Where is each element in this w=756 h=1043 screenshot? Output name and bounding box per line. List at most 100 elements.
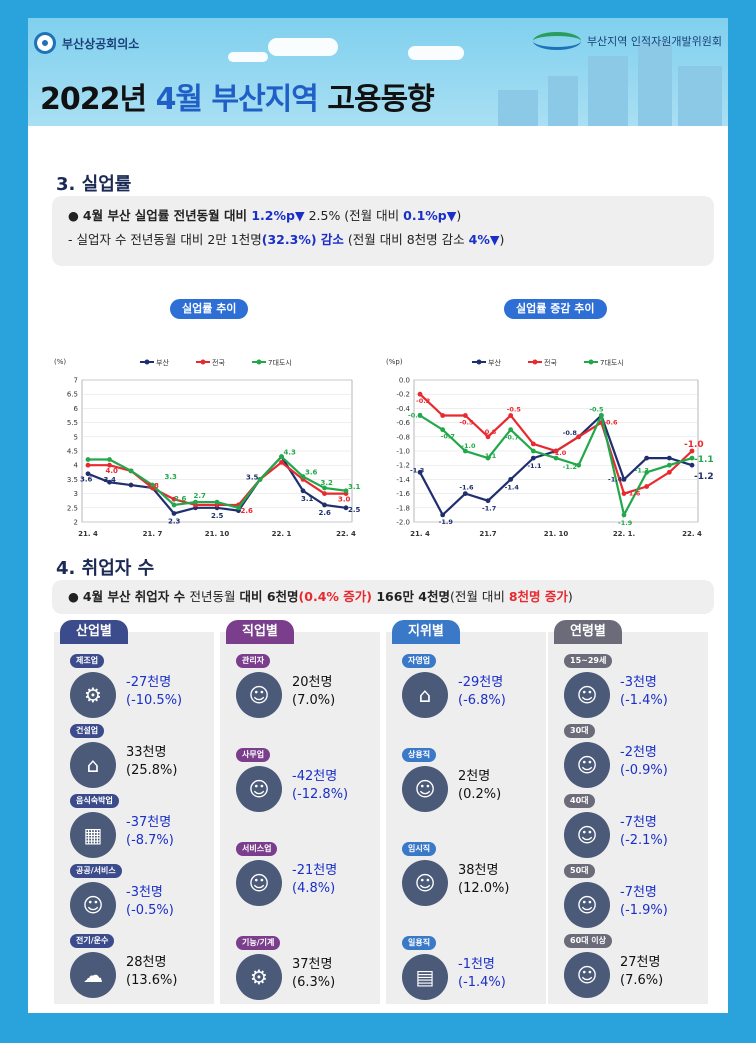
- data-label: 2.5: [348, 506, 361, 514]
- category-item: 15~29세 ☺ -3천명 (-1.4%): [548, 654, 708, 734]
- change-count: -7천명: [620, 815, 657, 830]
- category-illustration-icon: ▤: [402, 954, 448, 1000]
- category-item-tag: 공공/서비스: [70, 864, 122, 878]
- data-label: -1.9: [439, 518, 454, 526]
- data-point: [644, 455, 650, 461]
- y-tick-label: -1.6: [396, 490, 410, 498]
- data-label: -1.4: [608, 475, 623, 483]
- text: 166만 4천명: [372, 589, 450, 604]
- category-illustration-icon: ⌂: [402, 672, 448, 718]
- data-label: -1.4: [505, 483, 520, 491]
- text: 0.1%p▼: [403, 208, 457, 223]
- change-percent: (-8.7%): [126, 833, 174, 848]
- y-tick-label: -1.0: [396, 448, 410, 456]
- y-tick-label: 6.5: [67, 391, 78, 399]
- report-page: 부산상공회의소 부산지역 인적자원개발위원회 2022년 4월 부산지역 고용동…: [28, 18, 728, 1013]
- legend-marker: [200, 359, 206, 365]
- x-tick-label: 21. 4: [78, 530, 98, 538]
- category-item: 40대 ☺ -7천명 (-2.1%): [548, 794, 708, 874]
- data-point: [279, 459, 284, 465]
- y-tick-label: 4.5: [67, 448, 78, 456]
- x-tick-label: 22. 4: [682, 530, 702, 538]
- unemployment-summary: ● 4월 부산 실업률 전년동월 대비 1.2%p▼ 2.5% (전월 대비 0…: [52, 196, 714, 266]
- category-item-tag: 건설업: [70, 724, 105, 738]
- data-label: 2.7: [194, 492, 207, 500]
- x-tick-label: 22. 4: [336, 530, 356, 538]
- y-tick-label: -1.8: [396, 504, 410, 512]
- change-count: 38천명: [458, 863, 499, 878]
- category-illustration-icon: ☺: [236, 672, 282, 718]
- category-item: 기능/기계 ⚙ 37천명 (6.3%): [220, 936, 380, 1016]
- title-year: 2022년: [40, 82, 147, 117]
- cloud-icon: [228, 52, 268, 62]
- legend-marker: [476, 359, 482, 365]
- data-label: 3.1: [348, 483, 361, 491]
- category-column: 지위별 자영업 ⌂ -29천명 (-6.8%) 상용직 ☺ 2천명 (0.2%) 임시직 ☺ 38천명…: [386, 620, 546, 1004]
- summary-line2: - 실업자 수 전년동월 대비 2만 1천명(32.3%) 감소 (전월 대비 …: [68, 228, 698, 252]
- category-item-tag: 60대 이상: [564, 934, 612, 948]
- end-label-busan: -1.2: [694, 472, 714, 482]
- category-item-tag: 임시직: [402, 842, 437, 856]
- change-percent: (-6.8%): [458, 693, 506, 708]
- category-item-value: 2천명 (0.2%): [458, 768, 501, 804]
- data-point: [417, 391, 423, 397]
- data-point: [689, 455, 695, 461]
- category-item: 자영업 ⌂ -29천명 (-6.8%): [386, 654, 546, 734]
- data-label: 2.3: [168, 517, 181, 525]
- change-count: -21천명: [292, 863, 338, 878]
- change-percent: (0.2%): [458, 787, 502, 802]
- data-point: [85, 471, 91, 477]
- change-count: 37천명: [292, 957, 333, 972]
- category-item-value: 27천명 (7.6%): [620, 954, 663, 990]
- summary-line: ● 4월 부산 취업자 수 전년동월 대비 6천명(0.4% 증가) 166만 …: [68, 585, 698, 609]
- category-item-value: -7천명 (-1.9%): [620, 884, 668, 920]
- data-label: -1.1: [527, 462, 542, 470]
- data-point: [530, 448, 536, 454]
- data-label: -0.5: [459, 419, 474, 427]
- change-count: -29천명: [458, 675, 504, 690]
- bullet-icon: ●: [68, 589, 83, 604]
- text: 대비 6천명: [239, 589, 299, 604]
- category-item: 서비스업 ☺ -21천명 (4.8%): [220, 842, 380, 922]
- data-label: -0.7: [505, 434, 519, 442]
- change-count: 20천명: [292, 675, 333, 690]
- category-item-tag: 상용직: [402, 748, 437, 762]
- y-tick-label: 2.5: [67, 504, 78, 512]
- data-label: -0.2: [416, 397, 430, 405]
- y-axis-label: (%): [54, 358, 66, 366]
- data-label: 2.5: [211, 512, 224, 520]
- x-tick-label: 21. 10: [205, 530, 230, 538]
- change-percent: (25.8%): [126, 763, 178, 778]
- data-point: [343, 505, 349, 511]
- y-tick-label: 2: [74, 519, 78, 527]
- category-item: 상용직 ☺ 2천명 (0.2%): [386, 748, 546, 828]
- data-point: [553, 448, 559, 454]
- change-count: 2천명: [458, 769, 491, 784]
- data-point: [644, 484, 650, 489]
- data-point: [530, 455, 536, 461]
- legend-marker: [532, 359, 538, 365]
- data-label: 3.5: [246, 473, 259, 481]
- category-item-value: -42천명 (-12.8%): [292, 768, 348, 804]
- category-column: 직업별 관리자 ☺ 20천명 (7.0%) 사무업 ☺ -42천명 (-12.8%) 서비스업 ☺ -…: [220, 620, 380, 1004]
- change-percent: (-12.8%): [292, 787, 349, 802]
- category-item: 제조업 ⚙ -27천명 (-10.5%): [54, 654, 214, 734]
- text: 4%▼: [468, 232, 500, 247]
- change-percent: (-2.1%): [620, 833, 668, 848]
- data-point: [666, 455, 672, 461]
- category-illustration-icon: ⌂: [70, 742, 116, 788]
- category-illustration-icon: ☺: [236, 766, 282, 812]
- data-point: [666, 462, 672, 468]
- data-point: [236, 505, 241, 511]
- data-point: [300, 474, 306, 479]
- data-point: [689, 448, 695, 454]
- category-illustration-icon: ⚙: [236, 954, 282, 1000]
- data-label: -0.5: [408, 412, 423, 420]
- data-point: [485, 455, 491, 461]
- change-percent: (-0.5%): [126, 903, 174, 918]
- hrd-council-logo: 부산지역 인적자원개발위원회: [532, 32, 722, 50]
- data-point: [666, 469, 672, 475]
- data-point: [150, 482, 155, 488]
- y-tick-label: -0.2: [396, 391, 410, 399]
- data-point: [343, 488, 349, 494]
